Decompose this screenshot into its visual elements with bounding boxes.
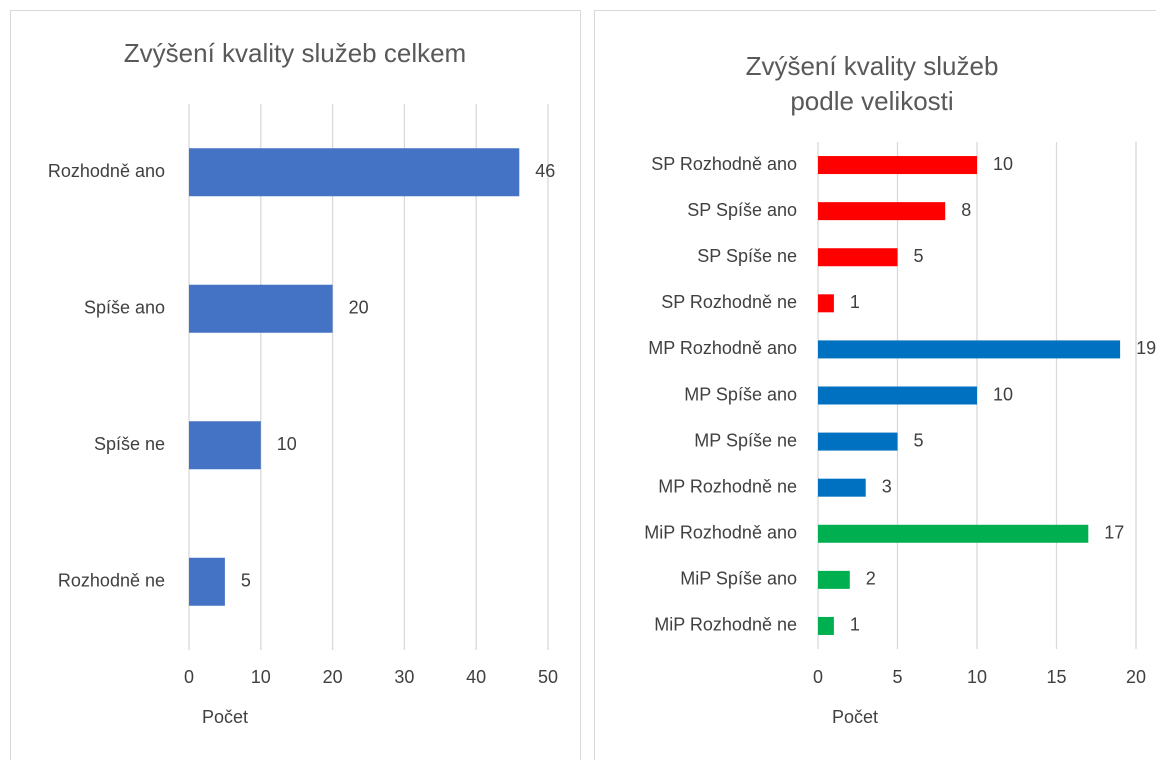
- y-tick-label: SP Rozhodně ne: [661, 292, 797, 312]
- x-tick-label: 5: [892, 667, 902, 687]
- y-tick-label: Rozhodně ano: [48, 161, 165, 181]
- y-tick-label: MiP Spíše ano: [680, 569, 797, 589]
- y-tick-label: Spíše ano: [84, 298, 165, 318]
- y-tick-label: MiP Rozhodně ne: [654, 615, 797, 635]
- panel-border: [10, 10, 581, 760]
- bar: [818, 524, 1089, 543]
- bar: [818, 570, 850, 589]
- y-tick-label: MiP Rozhodně ano: [644, 523, 797, 543]
- bar: [818, 616, 834, 635]
- chart-title: Zvýšení kvality služeb: [746, 51, 999, 81]
- bar: [818, 248, 898, 267]
- x-tick-label: 40: [466, 667, 486, 687]
- data-label: 17: [1104, 523, 1124, 543]
- bar: [818, 432, 898, 451]
- bar: [818, 156, 977, 175]
- x-tick-label: 10: [967, 667, 987, 687]
- data-label: 5: [914, 246, 924, 266]
- bar: [189, 557, 225, 606]
- data-label: 10: [993, 384, 1013, 404]
- bar: [189, 148, 520, 197]
- bar: [189, 421, 261, 470]
- data-label: 5: [241, 571, 251, 591]
- data-label: 2: [866, 569, 876, 589]
- data-label: 46: [535, 161, 555, 181]
- x-tick-label: 20: [1126, 667, 1146, 687]
- bar: [818, 340, 1121, 359]
- y-tick-label: Rozhodně ne: [58, 571, 165, 591]
- panel-border: [594, 10, 1156, 760]
- y-tick-label: MP Rozhodně ne: [658, 476, 797, 496]
- data-label: 5: [914, 430, 924, 450]
- bar: [189, 284, 333, 333]
- x-tick-label: 0: [813, 667, 823, 687]
- data-label: 1: [850, 292, 860, 312]
- y-tick-label: SP Spíše ne: [697, 246, 797, 266]
- y-tick-label: Spíše ne: [94, 434, 165, 454]
- chart-title: podle velikosti: [790, 86, 953, 116]
- data-label: 1: [850, 615, 860, 635]
- chart-title: Zvýšení kvality služeb celkem: [124, 38, 466, 68]
- x-tick-label: 15: [1046, 667, 1066, 687]
- y-tick-label: MP Spíše ano: [684, 384, 797, 404]
- y-tick-label: MP Rozhodně ano: [648, 338, 797, 358]
- bar: [818, 202, 946, 221]
- bar: [818, 478, 866, 497]
- x-tick-label: 10: [251, 667, 271, 687]
- x-tick-label: 0: [184, 667, 194, 687]
- y-tick-label: SP Spíše ano: [687, 200, 797, 220]
- x-axis-label: Počet: [832, 707, 878, 727]
- x-tick-label: 30: [394, 667, 414, 687]
- data-label: 3: [882, 476, 892, 496]
- data-label: 19: [1136, 338, 1156, 358]
- bar: [818, 386, 977, 405]
- y-tick-label: SP Rozhodně ano: [651, 154, 797, 174]
- x-axis-label: Počet: [202, 707, 248, 727]
- x-tick-label: 20: [323, 667, 343, 687]
- data-label: 8: [961, 200, 971, 220]
- data-label: 10: [277, 434, 297, 454]
- x-tick-label: 50: [538, 667, 558, 687]
- data-label: 10: [993, 154, 1013, 174]
- data-label: 20: [349, 298, 369, 318]
- y-tick-label: MP Spíše ne: [694, 430, 797, 450]
- bar: [818, 294, 834, 313]
